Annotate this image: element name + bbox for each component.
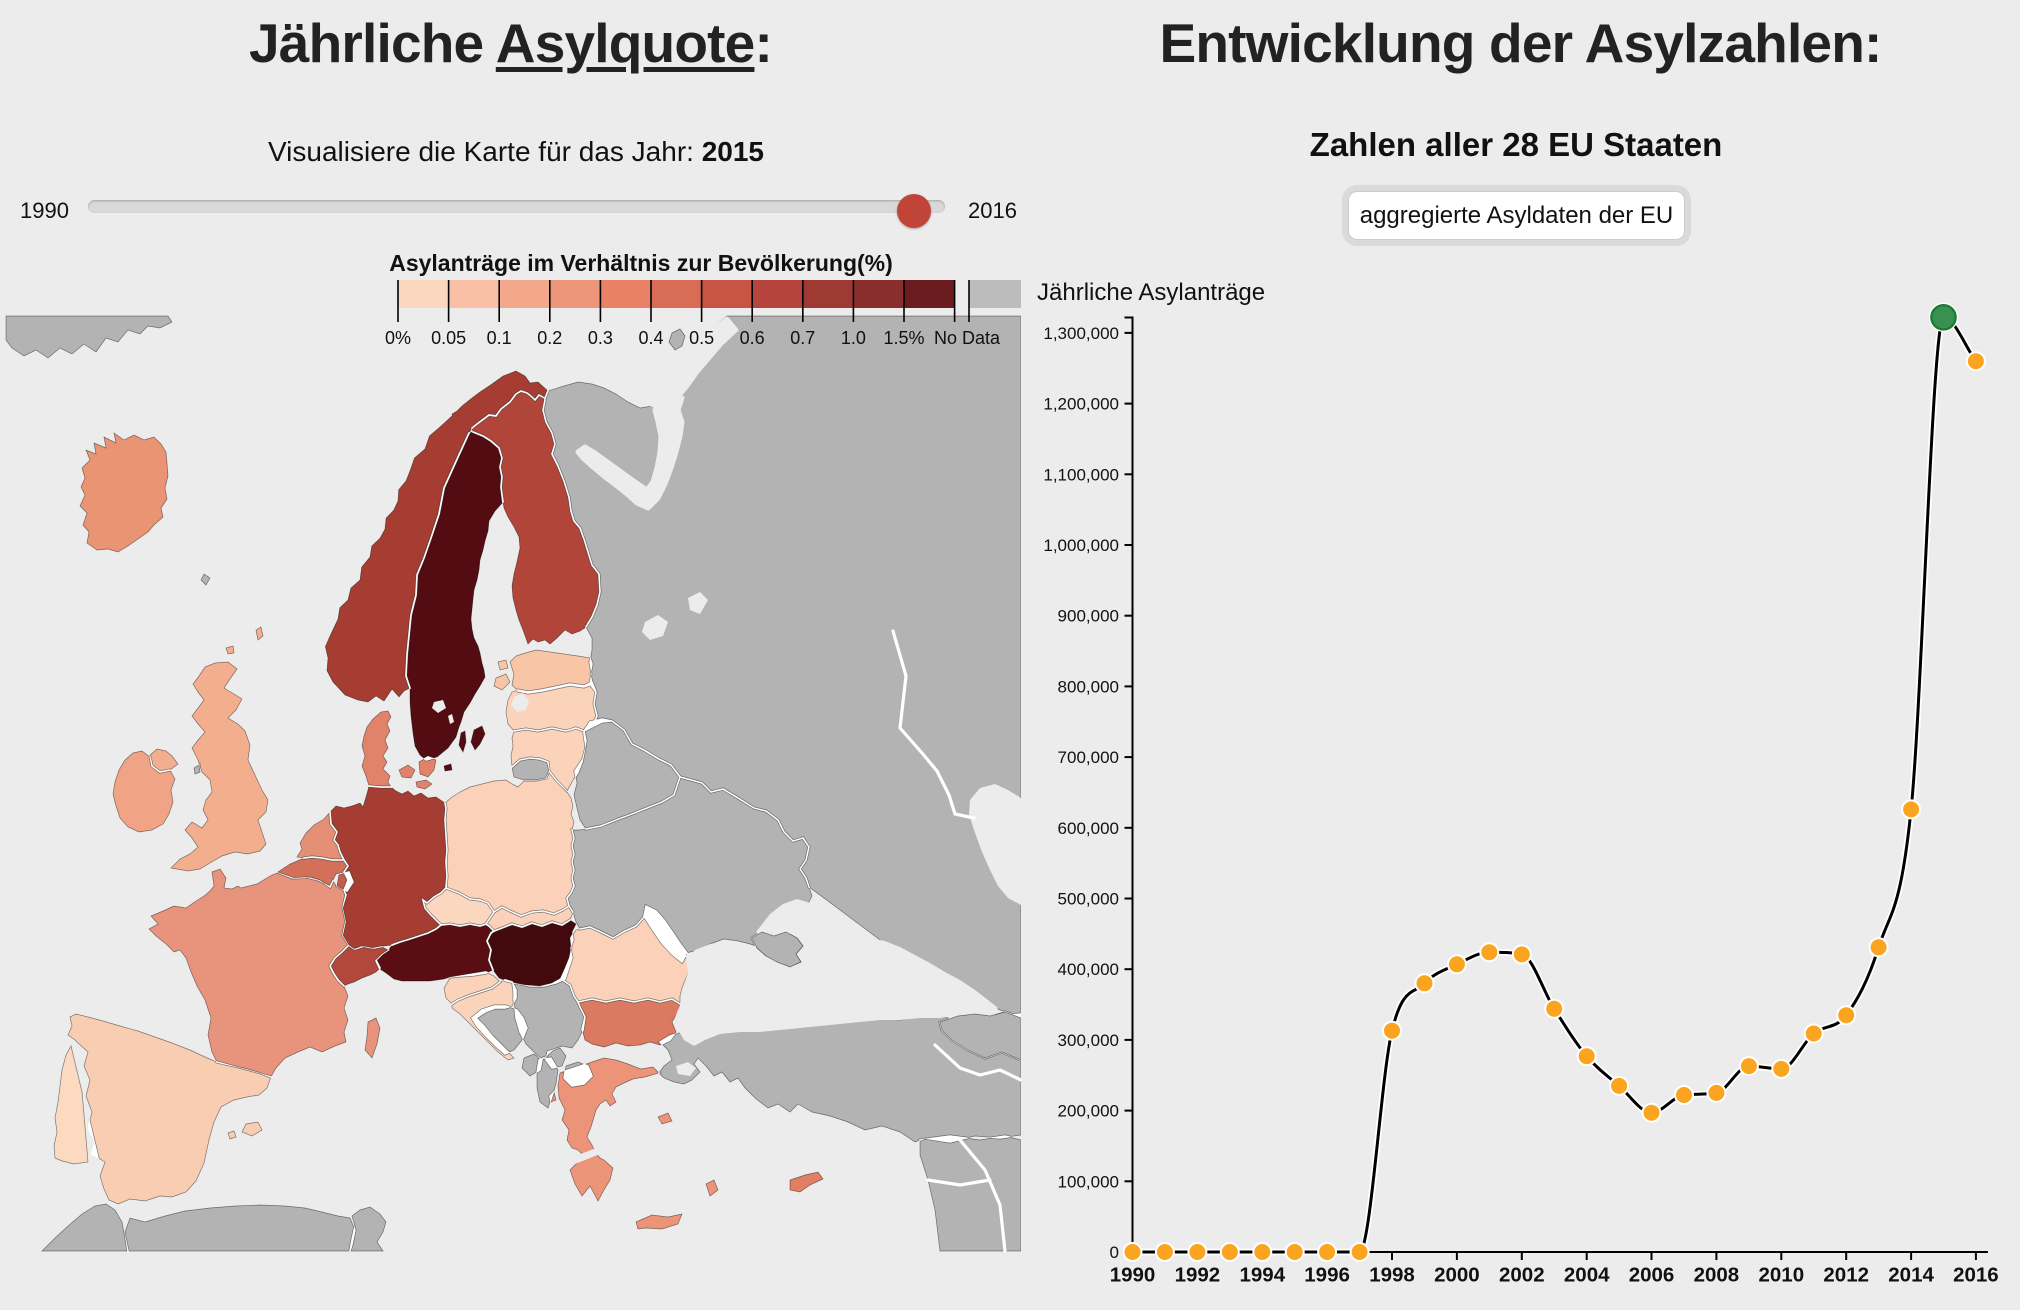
svg-text:0.7: 0.7 xyxy=(790,328,815,348)
svg-text:1996: 1996 xyxy=(1304,1264,1350,1287)
svg-text:100,000: 100,000 xyxy=(1058,1172,1119,1191)
svg-text:2006: 2006 xyxy=(1629,1264,1675,1287)
svg-text:300,000: 300,000 xyxy=(1058,1031,1119,1050)
svg-text:0.2: 0.2 xyxy=(537,328,562,348)
svg-text:2000: 2000 xyxy=(1434,1264,1480,1287)
svg-text:2016: 2016 xyxy=(1953,1264,1999,1287)
svg-text:1.0: 1.0 xyxy=(841,328,866,348)
svg-text:0.1: 0.1 xyxy=(487,328,512,348)
svg-text:0.05: 0.05 xyxy=(431,328,466,348)
svg-text:900,000: 900,000 xyxy=(1058,607,1119,626)
svg-text:1994: 1994 xyxy=(1239,1264,1285,1287)
svg-text:400,000: 400,000 xyxy=(1058,960,1119,979)
svg-text:1990: 1990 xyxy=(1110,1264,1156,1287)
svg-text:0.3: 0.3 xyxy=(588,328,613,348)
svg-text:2012: 2012 xyxy=(1823,1264,1869,1287)
svg-text:0.5: 0.5 xyxy=(689,328,714,348)
svg-text:1,100,000: 1,100,000 xyxy=(1043,465,1119,484)
svg-text:Asylanträge im Verhältnis zur: Asylanträge im Verhältnis zur Bevölkerun… xyxy=(389,250,893,276)
svg-text:0.4: 0.4 xyxy=(638,328,663,348)
svg-text:2014: 2014 xyxy=(1888,1264,1934,1287)
svg-text:1,000,000: 1,000,000 xyxy=(1043,536,1119,555)
svg-text:500,000: 500,000 xyxy=(1058,890,1119,909)
svg-text:1,200,000: 1,200,000 xyxy=(1043,395,1119,414)
svg-text:200,000: 200,000 xyxy=(1058,1102,1119,1121)
svg-text:1,300,000: 1,300,000 xyxy=(1043,324,1119,343)
svg-text:800,000: 800,000 xyxy=(1058,677,1119,696)
svg-text:0.6: 0.6 xyxy=(740,328,765,348)
svg-text:0%: 0% xyxy=(385,328,411,348)
svg-text:600,000: 600,000 xyxy=(1058,819,1119,838)
svg-text:2004: 2004 xyxy=(1564,1264,1610,1287)
svg-text:1992: 1992 xyxy=(1175,1264,1221,1287)
svg-text:1998: 1998 xyxy=(1369,1264,1415,1287)
svg-text:700,000: 700,000 xyxy=(1058,748,1119,767)
svg-text:2002: 2002 xyxy=(1499,1264,1545,1287)
svg-text:2008: 2008 xyxy=(1694,1264,1740,1287)
svg-text:2010: 2010 xyxy=(1758,1264,1804,1287)
svg-text:1.5%: 1.5% xyxy=(883,328,924,348)
svg-text:No Data: No Data xyxy=(934,328,1001,348)
svg-text:0: 0 xyxy=(1110,1243,1119,1262)
